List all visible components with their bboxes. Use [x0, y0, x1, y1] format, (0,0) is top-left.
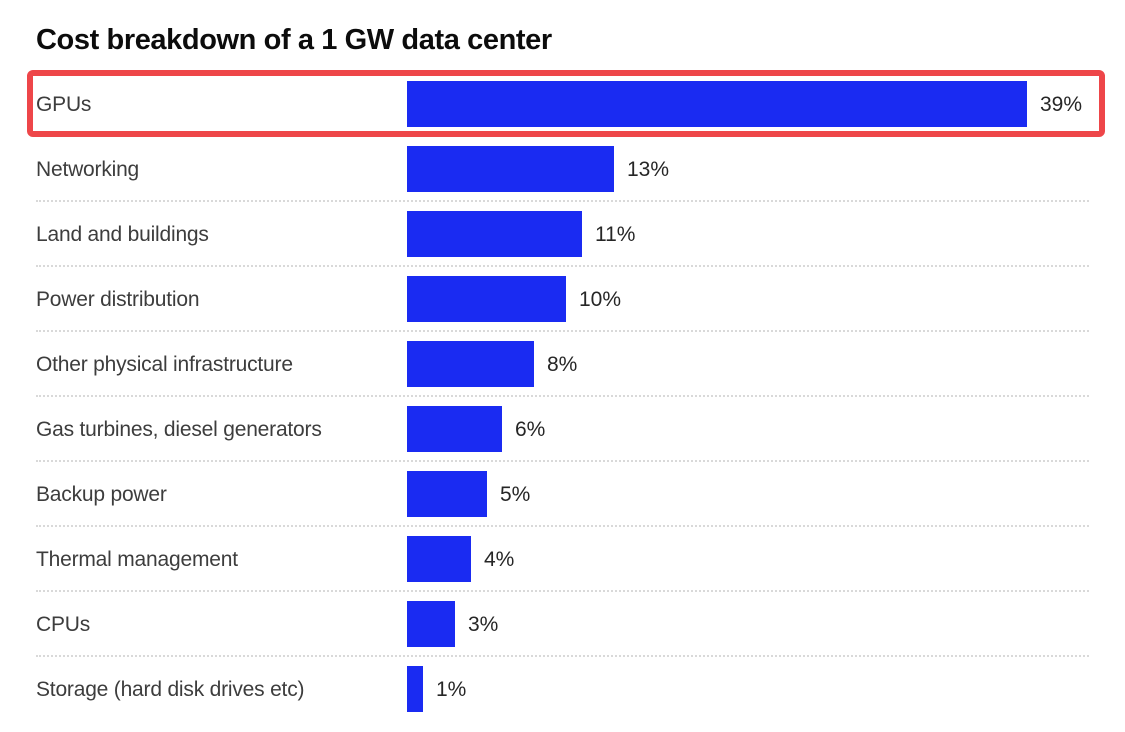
chart-row: Power distribution 10% — [0, 267, 1125, 332]
category-label: Gas turbines, diesel generators — [36, 417, 322, 441]
category-label: Other physical infrastructure — [36, 352, 293, 376]
row-separator — [36, 330, 1089, 332]
value-label: 6% — [515, 417, 546, 441]
row-separator — [36, 265, 1089, 267]
row-separator — [36, 525, 1089, 527]
bar — [407, 81, 1027, 127]
row-separator — [36, 200, 1089, 202]
category-label: Power distribution — [36, 287, 200, 311]
chart-row: Networking 13% — [0, 137, 1125, 202]
category-label: Backup power — [36, 482, 167, 506]
bar — [407, 341, 534, 387]
chart-row: Land and buildings 11% — [0, 202, 1125, 267]
category-label: GPUs — [36, 92, 92, 116]
chart-row: Storage (hard disk drives etc) 1% — [0, 657, 1125, 722]
bar — [407, 601, 455, 647]
value-label: 5% — [500, 482, 531, 506]
bar — [407, 666, 423, 712]
value-label: 11% — [595, 222, 636, 246]
chart-title: Cost breakdown of a 1 GW data center — [36, 24, 552, 56]
bar — [407, 146, 614, 192]
chart-row: GPUs 39% — [0, 72, 1125, 137]
value-label: 8% — [547, 352, 578, 376]
category-label: Land and buildings — [36, 222, 209, 246]
value-label: 13% — [627, 157, 670, 181]
category-label: CPUs — [36, 612, 91, 636]
bar-chart: GPUs 39% Networking 13% Land and buildin… — [0, 72, 1125, 722]
row-separator — [36, 460, 1089, 462]
bar — [407, 406, 502, 452]
value-label: 39% — [1040, 92, 1083, 116]
category-label: Storage (hard disk drives etc) — [36, 677, 305, 701]
chart-row: Backup power 5% — [0, 462, 1125, 527]
bar — [407, 536, 471, 582]
category-label: Thermal management — [36, 547, 238, 571]
row-separator — [36, 590, 1089, 592]
row-separator — [36, 395, 1089, 397]
value-label: 10% — [579, 287, 622, 311]
chart-row: Gas turbines, diesel generators 6% — [0, 397, 1125, 462]
value-label: 1% — [436, 677, 467, 701]
category-label: Networking — [36, 157, 140, 181]
bar — [407, 276, 566, 322]
chart-row: CPUs 3% — [0, 592, 1125, 657]
value-label: 4% — [484, 547, 515, 571]
bar — [407, 211, 582, 257]
value-label: 3% — [468, 612, 499, 636]
chart-row: Other physical infrastructure 8% — [0, 332, 1125, 397]
bar — [407, 471, 487, 517]
row-separator — [36, 655, 1089, 657]
chart-row: Thermal management 4% — [0, 527, 1125, 592]
